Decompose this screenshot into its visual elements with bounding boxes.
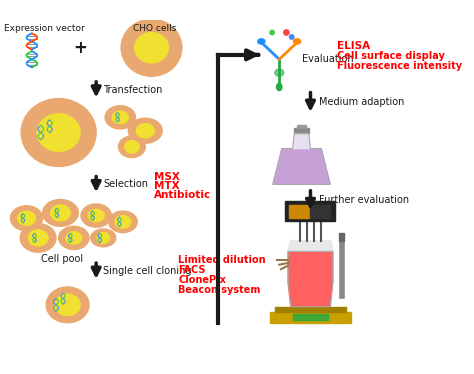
- Text: Expression vector: Expression vector: [4, 24, 85, 33]
- Text: ClonePix: ClonePix: [178, 275, 226, 285]
- Circle shape: [290, 35, 294, 39]
- Ellipse shape: [91, 229, 116, 247]
- Text: CHO cells: CHO cells: [133, 24, 176, 33]
- Ellipse shape: [112, 111, 128, 123]
- Text: Further evaluation: Further evaluation: [319, 195, 410, 205]
- Polygon shape: [273, 148, 330, 184]
- Ellipse shape: [121, 19, 182, 76]
- Ellipse shape: [258, 39, 265, 44]
- Text: MSX: MSX: [154, 172, 180, 182]
- Polygon shape: [292, 134, 310, 148]
- Text: Transfection: Transfection: [103, 85, 163, 95]
- Ellipse shape: [275, 69, 283, 76]
- Text: Limited dilution: Limited dilution: [178, 255, 266, 265]
- Circle shape: [270, 30, 274, 35]
- Ellipse shape: [20, 224, 56, 252]
- Bar: [339, 233, 345, 240]
- Ellipse shape: [118, 136, 145, 157]
- Polygon shape: [288, 240, 333, 251]
- Text: Beacon system: Beacon system: [178, 285, 261, 295]
- Text: Selection: Selection: [103, 179, 148, 189]
- Ellipse shape: [37, 114, 80, 151]
- Ellipse shape: [59, 226, 89, 249]
- Ellipse shape: [51, 205, 70, 221]
- Text: Evaluation: Evaluation: [301, 54, 353, 64]
- Bar: [297, 125, 306, 128]
- Bar: [275, 307, 346, 312]
- Ellipse shape: [97, 233, 109, 243]
- Ellipse shape: [46, 287, 89, 323]
- Text: MTX: MTX: [154, 181, 180, 191]
- Polygon shape: [288, 251, 333, 307]
- Text: Medium adaption: Medium adaption: [319, 97, 405, 107]
- Bar: [270, 312, 351, 323]
- Bar: [292, 314, 328, 320]
- Ellipse shape: [18, 211, 36, 226]
- Text: Antibiotic: Antibiotic: [154, 190, 211, 200]
- Ellipse shape: [43, 199, 78, 226]
- Text: Cell surface display: Cell surface display: [337, 51, 445, 61]
- Ellipse shape: [135, 33, 168, 63]
- Ellipse shape: [125, 141, 139, 153]
- Bar: [294, 128, 309, 134]
- Text: FACS: FACS: [178, 265, 206, 275]
- Ellipse shape: [81, 204, 111, 227]
- Text: ELISA: ELISA: [337, 41, 370, 51]
- Ellipse shape: [293, 39, 301, 44]
- Ellipse shape: [21, 99, 96, 166]
- Circle shape: [283, 30, 289, 35]
- Bar: [310, 205, 330, 218]
- Bar: [285, 201, 336, 221]
- Ellipse shape: [55, 294, 80, 316]
- Text: +: +: [73, 39, 87, 57]
- Ellipse shape: [115, 215, 131, 228]
- Ellipse shape: [276, 83, 282, 91]
- Ellipse shape: [105, 106, 136, 129]
- Ellipse shape: [28, 230, 48, 246]
- Text: Cell pool: Cell pool: [41, 254, 83, 264]
- Bar: [289, 205, 309, 218]
- Ellipse shape: [137, 123, 154, 138]
- Ellipse shape: [10, 206, 43, 231]
- Text: Single cell cloning: Single cell cloning: [103, 266, 192, 276]
- Ellipse shape: [66, 232, 82, 244]
- Ellipse shape: [128, 118, 162, 143]
- Ellipse shape: [109, 211, 137, 233]
- Ellipse shape: [88, 209, 104, 222]
- Text: Fluorescence intensity: Fluorescence intensity: [337, 61, 463, 71]
